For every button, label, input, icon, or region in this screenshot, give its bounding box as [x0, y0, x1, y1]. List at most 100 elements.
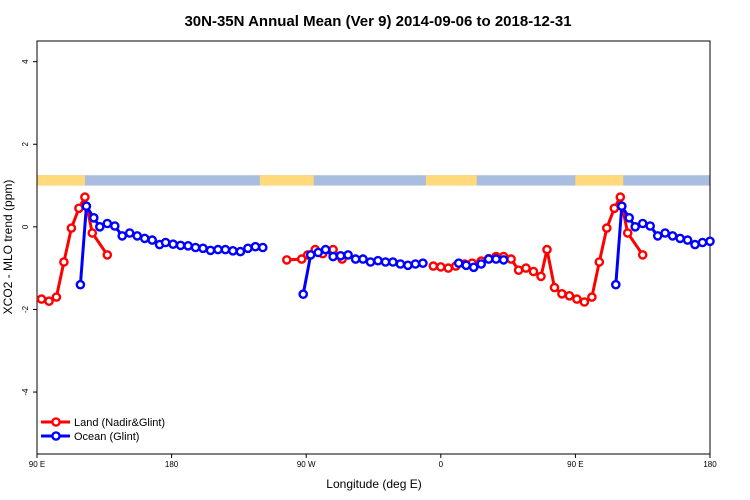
- series-1-point-0-0: [75, 279, 86, 290]
- series-0-point-0-5: [74, 203, 84, 214]
- plot-frame: [36, 40, 711, 455]
- series-0-point-0-6: [80, 192, 90, 202]
- series-1-point-1-14: [403, 260, 413, 271]
- x-tick-label-3: 0: [439, 460, 444, 469]
- series-0-point-2-17: [557, 288, 567, 299]
- series-1-point-0-18: [205, 245, 216, 256]
- series-0-point-2-25: [615, 192, 626, 202]
- y-tick-label-3: -2: [21, 305, 30, 313]
- y-tick-label-2: 0: [21, 224, 30, 229]
- series-1-point-3-13: [705, 236, 715, 247]
- strip-land-1: [259, 175, 314, 186]
- series-1-point-2-0: [453, 258, 464, 269]
- series-0-point-0-1: [44, 296, 54, 307]
- series-1-point-1-6: [343, 250, 353, 260]
- series-1-point-0-25: [257, 242, 268, 253]
- series-0-point-2-1: [435, 262, 446, 272]
- series-1-point-0-10: [147, 235, 157, 245]
- series-1-point-0-12: [160, 237, 171, 248]
- series-1-point-3-12: [697, 237, 708, 248]
- series-1-point-3-8: [667, 231, 678, 241]
- strip-land-3: [575, 175, 624, 186]
- y-tick-label-1: 2: [21, 141, 30, 146]
- series-1-point-3-4: [637, 218, 648, 229]
- series-0-line-0: [41, 195, 109, 303]
- series-1-point-0-15: [183, 240, 193, 251]
- series-1-point-1-13: [395, 259, 406, 269]
- legend-ocean-label: Ocean (Glint): [74, 431, 139, 443]
- series-1-point-1-5: [335, 250, 346, 261]
- series-0-point-2-10: [506, 254, 516, 264]
- series-1-point-0-5: [110, 221, 120, 231]
- x-tick-label-0: 90 E: [29, 460, 45, 469]
- series-0-point-0-4: [66, 223, 77, 233]
- series-1-point-2-1: [461, 260, 472, 271]
- series-1-point-1-4: [328, 251, 338, 262]
- series-0-point-0-3: [59, 257, 69, 267]
- series-0-point-1-0: [281, 255, 292, 265]
- series-0: [36, 192, 648, 307]
- chart-title: 30N-35N Annual Mean (Ver 9) 2014-09-06 t…: [184, 13, 571, 30]
- strip-land-0: [37, 175, 85, 186]
- series-1-point-0-9: [139, 233, 150, 244]
- series-1-point-1-1: [305, 250, 316, 260]
- series-1-point-2-6: [498, 255, 509, 265]
- series-1-point-1-0: [298, 289, 309, 300]
- strip-ocean: [37, 175, 710, 186]
- series-0-point-2-0: [428, 261, 439, 271]
- series-1-point-1-12: [388, 257, 398, 267]
- series-1-point-0-17: [198, 243, 208, 254]
- x-tick-label-2: 90 W: [297, 460, 316, 469]
- y-tick-label-4: -4: [21, 388, 30, 396]
- series-1-point-1-7: [350, 254, 361, 264]
- series-1-point-0-24: [250, 241, 261, 252]
- series-0-point-2-16: [549, 282, 560, 293]
- series-0-point-2-26: [622, 228, 633, 238]
- series-1-point-0-4: [102, 218, 113, 229]
- series-0-point-2-27: [637, 250, 648, 260]
- series-0-point-1-1: [296, 254, 307, 264]
- series-1-point-3-2: [624, 212, 635, 223]
- series-0-point-2-20: [579, 297, 590, 307]
- series-1-point-3-11: [690, 239, 700, 250]
- land-ocean-strip: [37, 175, 710, 186]
- series-0-point-2-21: [587, 292, 597, 302]
- series-1-point-3-0: [611, 279, 621, 290]
- series-1-point-0-14: [175, 240, 186, 251]
- series-1-point-3-1: [617, 201, 627, 211]
- x-axis-label: Longitude (deg E): [326, 477, 421, 491]
- series-0-point-2-2: [443, 263, 454, 273]
- series-0-point-0-0: [36, 294, 47, 304]
- legend-land-label: Land (Nadir&Glint): [74, 417, 165, 429]
- series-1-point-0-7: [124, 228, 135, 238]
- series-1-point-3-10: [682, 235, 693, 245]
- y-axis: 4 2 0 -2 -4: [21, 59, 37, 396]
- series-1-point-2-4: [483, 254, 494, 264]
- x-axis: 90 E 180 90 W 0 90 E 180: [29, 454, 717, 469]
- series-1-point-0-19: [213, 244, 223, 255]
- series-0-point-2-24: [609, 203, 620, 214]
- series-1-point-0-16: [190, 242, 201, 253]
- series-0-point-0-7: [87, 228, 98, 238]
- series-1-point-0-1: [81, 201, 92, 211]
- strip-land-2: [425, 175, 477, 186]
- series-0-point-0-2: [51, 292, 62, 302]
- series-1-point-0-6: [117, 231, 127, 241]
- series-1-point-3-3: [630, 221, 641, 232]
- legend-ocean-marker: [51, 431, 61, 441]
- series-0-point-2-18: [564, 290, 575, 301]
- series-layer: [36, 192, 715, 307]
- series-1-point-0-2: [89, 212, 99, 223]
- series-0-point-2-11: [513, 265, 524, 276]
- series-1-point-3-5: [645, 221, 656, 231]
- series-1-point-1-8: [358, 254, 368, 264]
- series-1-point-1-2: [313, 247, 324, 258]
- legend-land-marker: [51, 417, 61, 427]
- series-1-point-1-3: [320, 244, 331, 255]
- series-1: [75, 201, 715, 300]
- series-1-point-2-5: [491, 254, 501, 264]
- series-1-point-0-22: [235, 246, 246, 257]
- series-1-point-0-8: [132, 231, 142, 241]
- series-0-point-2-19: [572, 294, 582, 304]
